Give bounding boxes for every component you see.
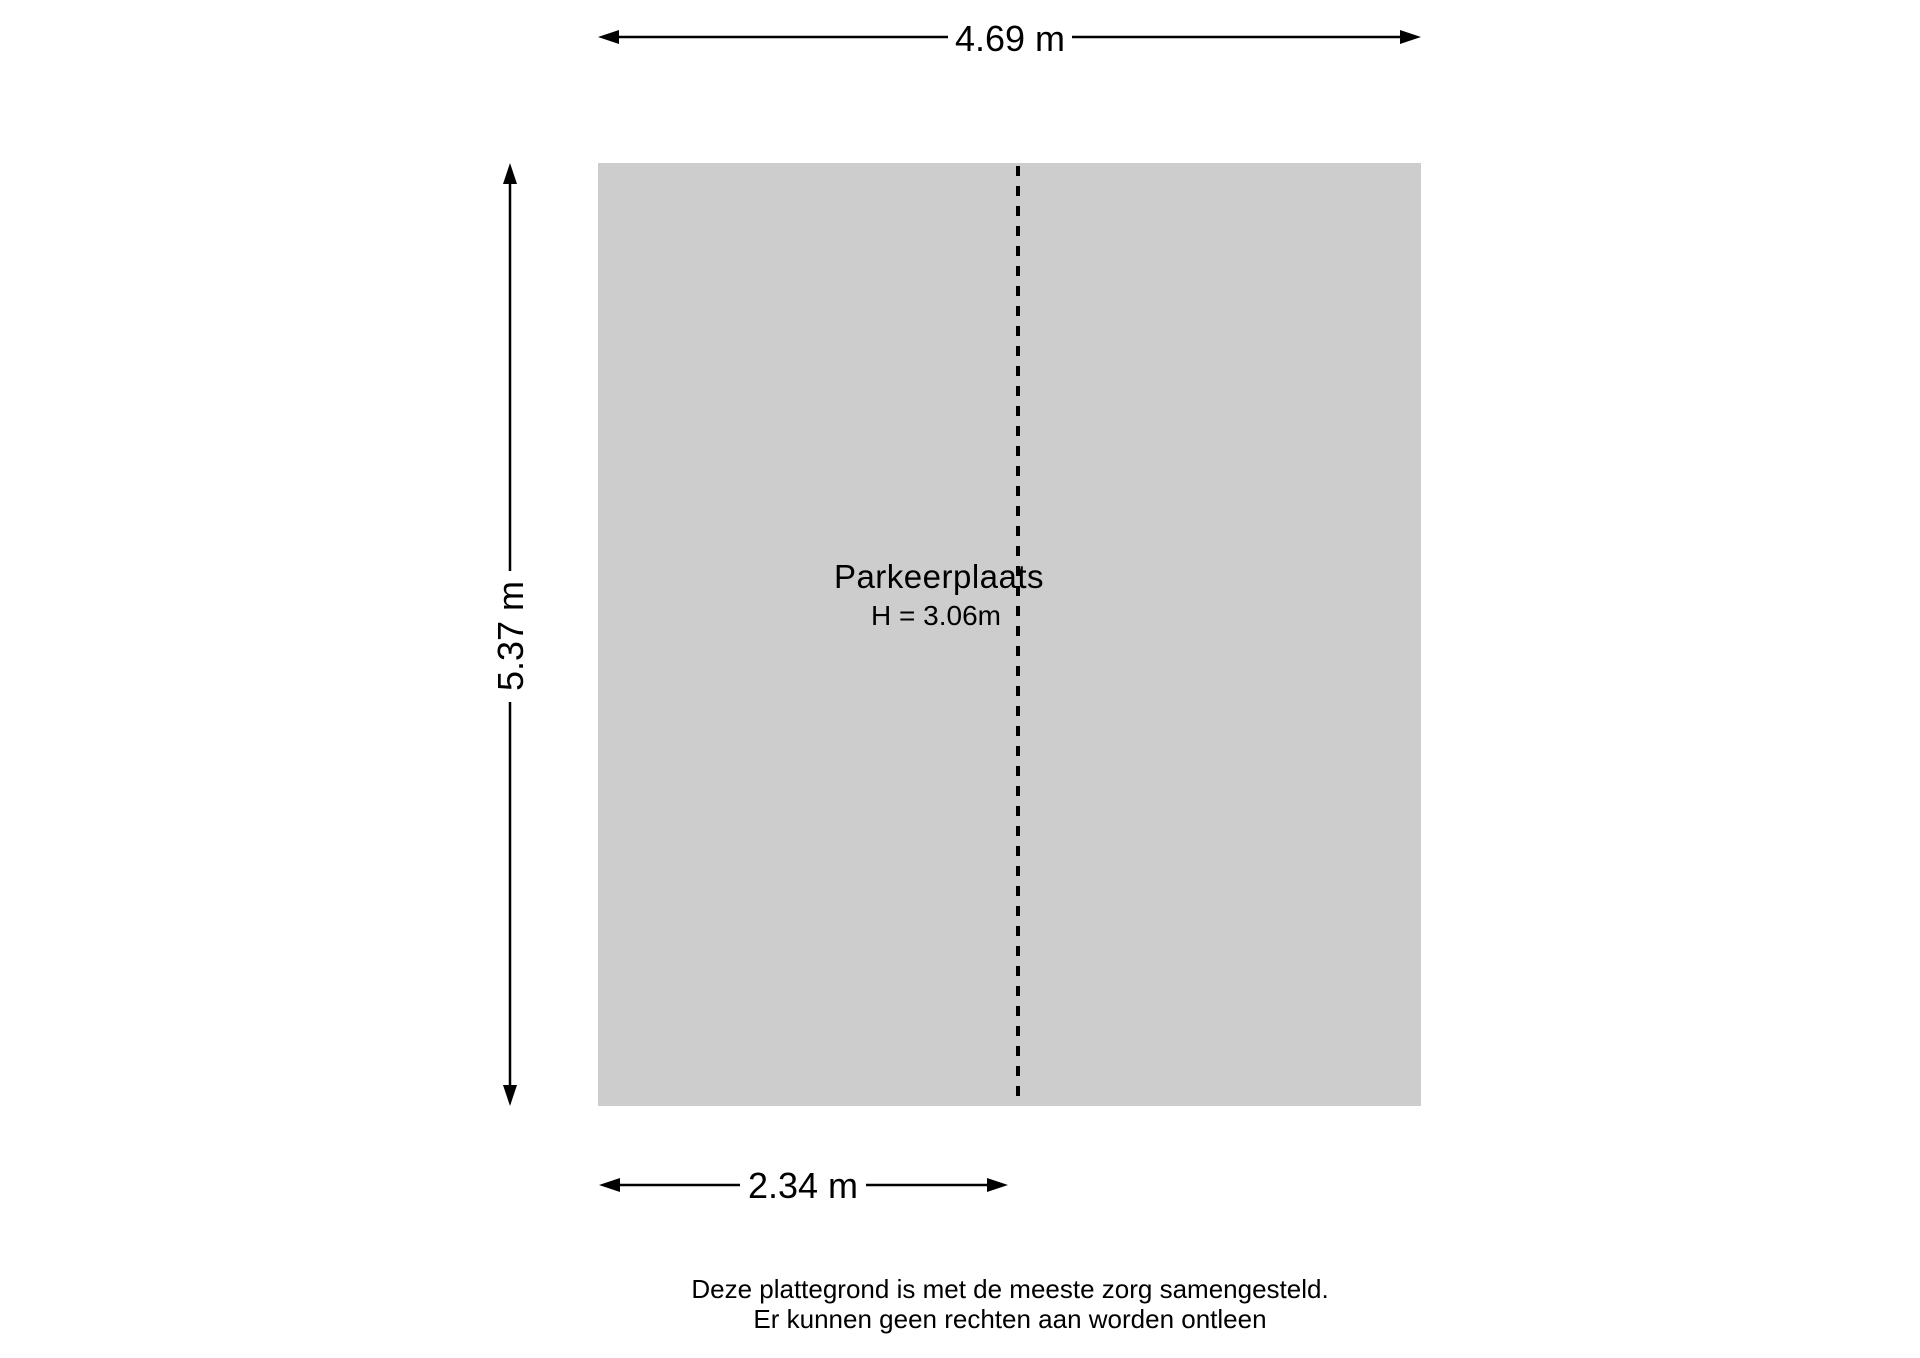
top-dimension: 4.69 m [598,18,1421,59]
bottom-dimension-label: 2.34 m [748,1165,858,1206]
room-label: Parkeerplaats [834,558,1044,595]
top-dimension-arrowhead-right-icon [1400,30,1421,44]
top-dimension-arrowhead-left-icon [598,30,619,44]
top-dimension-label: 4.69 m [955,18,1065,59]
left-dimension: 5.37 m [490,163,531,1106]
ceiling-height-label: H = 3.06m [871,600,1001,631]
bottom-dimension-arrowhead-right-icon [987,1178,1008,1192]
left-dimension-arrowhead-up-icon [503,163,517,184]
left-dimension-label: 5.37 m [490,581,531,691]
bottom-dimension: 2.34 m [599,1165,1008,1206]
left-dimension-arrowhead-down-icon [503,1085,517,1106]
disclaimer-line1: Deze plattegrond is met de meeste zorg s… [691,1274,1328,1304]
bottom-dimension-arrowhead-left-icon [599,1178,620,1192]
disclaimer-line2: Er kunnen geen rechten aan worden ontlee… [753,1304,1266,1334]
disclaimer: Deze plattegrond is met de meeste zorg s… [691,1274,1328,1334]
parking-area [598,163,1421,1106]
